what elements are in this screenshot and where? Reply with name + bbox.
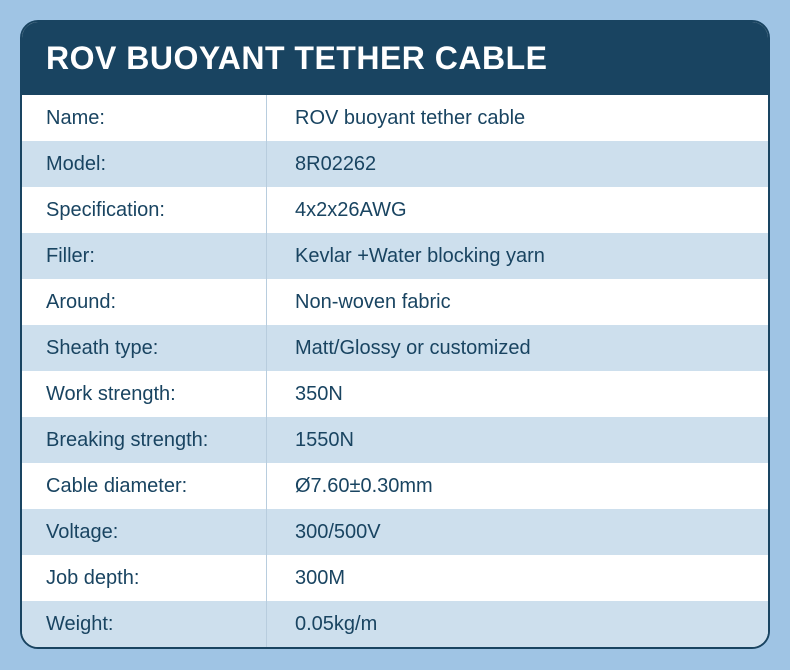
- spec-label: Filler:: [22, 233, 267, 279]
- table-row: Around: Non-woven fabric: [22, 279, 768, 325]
- spec-value: 300/500V: [267, 521, 768, 544]
- spec-value: 300M: [267, 567, 768, 590]
- table-row: Weight: 0.05kg/m: [22, 601, 768, 647]
- spec-label: Specification:: [22, 187, 267, 233]
- spec-value: Non-woven fabric: [267, 291, 768, 314]
- spec-value: 1550N: [267, 429, 768, 452]
- spec-table-container: ROV BUOYANT TETHER CABLE Name: ROV buoya…: [20, 20, 770, 649]
- table-row: Job depth: 300M: [22, 555, 768, 601]
- spec-value: Kevlar +Water blocking yarn: [267, 245, 768, 268]
- spec-value: 4x2x26AWG: [267, 199, 768, 222]
- spec-value: 8R02262: [267, 153, 768, 176]
- spec-value: ROV buoyant tether cable: [267, 107, 768, 130]
- table-row: Breaking strength: 1550N: [22, 417, 768, 463]
- table-row: Name: ROV buoyant tether cable: [22, 95, 768, 141]
- table-row: Voltage: 300/500V: [22, 509, 768, 555]
- spec-value: 350N: [267, 383, 768, 406]
- spec-value: Ø7.60±0.30mm: [267, 475, 768, 498]
- table-row: Model: 8R02262: [22, 141, 768, 187]
- spec-label: Job depth:: [22, 555, 267, 601]
- spec-value: Matt/Glossy or customized: [267, 337, 768, 360]
- spec-label: Cable diameter:: [22, 463, 267, 509]
- spec-label: Name:: [22, 95, 267, 141]
- spec-label: Around:: [22, 279, 267, 325]
- spec-label: Work strength:: [22, 371, 267, 417]
- spec-label: Breaking strength:: [22, 417, 267, 463]
- table-row: Cable diameter: Ø7.60±0.30mm: [22, 463, 768, 509]
- spec-label: Model:: [22, 141, 267, 187]
- spec-label: Sheath type:: [22, 325, 267, 371]
- table-row: Specification: 4x2x26AWG: [22, 187, 768, 233]
- table-row: Filler: Kevlar +Water blocking yarn: [22, 233, 768, 279]
- table-row: Sheath type: Matt/Glossy or customized: [22, 325, 768, 371]
- table-row: Work strength: 350N: [22, 371, 768, 417]
- spec-label: Voltage:: [22, 509, 267, 555]
- spec-label: Weight:: [22, 601, 267, 647]
- header-title: ROV BUOYANT TETHER CABLE: [46, 40, 548, 76]
- spec-value: 0.05kg/m: [267, 613, 768, 636]
- table-header: ROV BUOYANT TETHER CABLE: [22, 22, 768, 95]
